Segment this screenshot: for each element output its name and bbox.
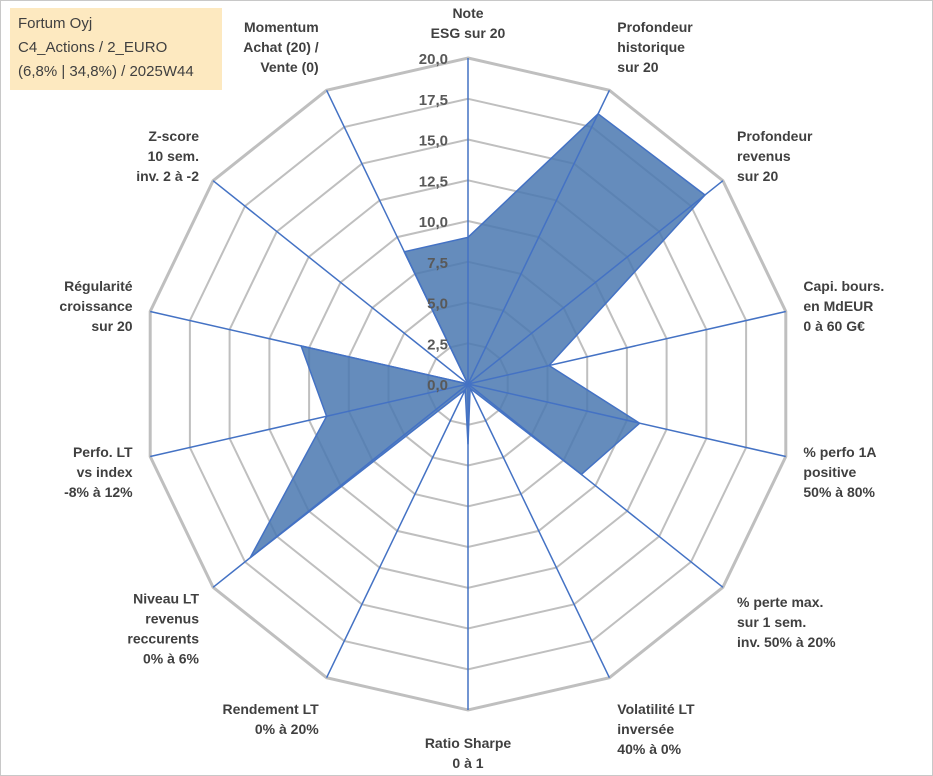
tick-label: 5,0	[427, 296, 448, 313]
axis-label-line: vs index	[77, 464, 133, 480]
axis-spoke	[212, 383, 469, 588]
axis-label-line: revenus	[145, 610, 199, 626]
axis-label-line: 10 sem.	[148, 148, 199, 164]
axis-label-line: Achat (20) /	[243, 39, 319, 55]
axis-label-line: Capi. bours.	[803, 278, 884, 294]
axis-label-line: Rendement LT	[222, 701, 319, 717]
axis-label-line: en MdEUR	[803, 298, 873, 314]
stats-label: (6,8% | 34,8%) / 2025W44	[18, 63, 194, 80]
tick-label: 2,5	[427, 336, 448, 353]
axis-label-line: % perfo 1A	[803, 444, 876, 460]
axis-label-line: Volatilité LT	[617, 701, 695, 717]
tick-label: 0,0	[427, 377, 448, 394]
axis-spoke	[467, 310, 786, 385]
axis-label: % perte max. sur 1 sem. inv. 50% à 20%	[737, 594, 836, 650]
axis-label-line: Z-score	[148, 128, 199, 144]
axis-label-line: -8% à 12%	[64, 484, 133, 500]
axis-label-line: 0% à 20%	[255, 721, 319, 737]
axis-spoke	[325, 383, 469, 679]
tick-label: 15,0	[419, 133, 448, 150]
radar-spokes	[150, 58, 786, 710]
axis-label: Rendement LT 0% à 20%	[222, 701, 319, 737]
axis-label: Z-score 10 sem. inv. 2 à -2	[136, 128, 199, 184]
category-label: C4_Actions / 2_EURO	[18, 39, 168, 56]
tick-label: 10,0	[419, 214, 448, 231]
axis-spoke	[467, 180, 724, 385]
axis-label-line: Profondeur	[737, 128, 813, 144]
axis-label-line: reccurents	[127, 630, 199, 646]
axis-label-line: inv. 50% à 20%	[737, 634, 836, 650]
axis-label-line: revenus	[737, 148, 791, 164]
axis-label-line: Note	[452, 5, 483, 21]
axis-label-line: 0 à 1	[452, 755, 483, 771]
axis-label-line: Profondeur	[617, 19, 693, 35]
axis-label: Régularité croissance sur 20	[59, 278, 132, 334]
axis-label-line: sur 20	[617, 59, 658, 75]
axis-label: Capi. bours. en MdEUR 0 à 60 G€	[803, 278, 884, 334]
axis-label-line: croissance	[59, 298, 132, 314]
axis-label: Niveau LT revenus reccurents 0% à 6%	[127, 590, 199, 666]
axis-label-line: sur 20	[91, 318, 132, 334]
axis-spoke	[467, 383, 786, 458]
axis-label: Ratio Sharpe 0 à 1	[425, 735, 512, 771]
axis-spoke	[150, 383, 469, 458]
axis-label: Note ESG sur 20	[431, 5, 506, 41]
info-box: Fortum Oyj C4_Actions / 2_EURO (6,8% | 3…	[10, 8, 222, 90]
axis-label: Volatilité LT inversée 40% à 0%	[617, 701, 695, 757]
axis-label: Momentum Achat (20) / Vente (0)	[243, 19, 319, 75]
axis-label-line: Niveau LT	[133, 590, 199, 606]
axis-labels: Note ESG sur 20 Profondeur historique sur 20…	[59, 5, 884, 771]
axis-label: Perfo. LT vs index -8% à 12%	[64, 444, 133, 500]
axis-label-line: 0 à 60 G€	[803, 318, 865, 334]
tick-label: 20,0	[419, 51, 448, 68]
axis-label-line: 0% à 6%	[143, 650, 200, 666]
axis-spoke	[150, 310, 469, 385]
axis-label-line: positive	[803, 464, 856, 480]
axis-label-line: Vente (0)	[260, 59, 318, 75]
axis-label-line: Momentum	[244, 19, 319, 35]
axis-label: Profondeur historique sur 20	[617, 19, 693, 75]
axis-label-line: 50% à 80%	[803, 484, 875, 500]
tick-label: 12,5	[419, 173, 448, 190]
axis-spoke	[212, 180, 469, 385]
axis-spoke	[467, 383, 724, 588]
axis-label-line: sur 20	[737, 168, 778, 184]
axis-label-line: Perfo. LT	[73, 444, 133, 460]
axis-label-line: Régularité	[64, 278, 133, 294]
axis-label-line: inversée	[617, 721, 674, 737]
axis-label-line: 40% à 0%	[617, 741, 681, 757]
axis-label: Profondeur revenus sur 20	[737, 128, 813, 184]
axis-label-line: historique	[617, 39, 685, 55]
company-name: Fortum Oyj	[18, 15, 93, 32]
axis-label-line: inv. 2 à -2	[136, 168, 199, 184]
tick-label: 17,5	[419, 92, 448, 109]
axis-label-line: Ratio Sharpe	[425, 735, 512, 751]
axis-label-line: % perte max.	[737, 594, 823, 610]
axis-spoke	[467, 89, 611, 385]
axis-label-line: sur 1 sem.	[737, 614, 806, 630]
axis-spoke	[325, 89, 469, 385]
axis-spoke	[467, 383, 611, 679]
radial-tick-labels: 0,0 2,5 5,0 7,5 10,0 12,5 15,0 17,5 20,0	[419, 51, 448, 394]
axis-label-line: ESG sur 20	[431, 25, 506, 41]
tick-label: 7,5	[427, 255, 448, 272]
axis-label: % perfo 1A positive 50% à 80%	[803, 444, 876, 500]
